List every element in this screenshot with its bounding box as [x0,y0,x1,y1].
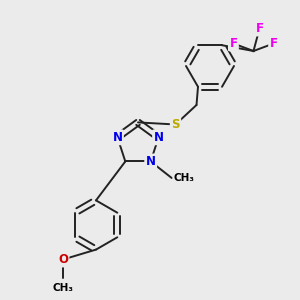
Text: F: F [270,37,278,50]
Text: CH₃: CH₃ [52,283,74,293]
Text: N: N [112,131,122,144]
Text: CH₃: CH₃ [173,173,194,183]
Text: N: N [146,155,156,168]
Text: F: F [256,22,263,35]
Text: O: O [58,253,68,266]
Text: N: N [154,131,164,144]
Text: S: S [171,118,180,131]
Text: F: F [230,37,237,50]
